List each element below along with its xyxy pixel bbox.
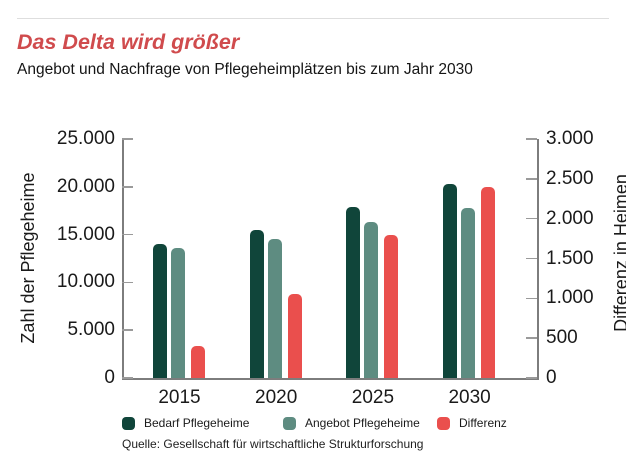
left-axis-tick bbox=[122, 281, 133, 284]
left-axis-tick bbox=[122, 233, 133, 236]
x-axis-line bbox=[122, 378, 539, 380]
right-axis-tick bbox=[526, 217, 537, 220]
right-axis-title: Differenz in Heimen bbox=[611, 174, 626, 332]
right-axis-tick bbox=[526, 257, 537, 260]
right-axis-tick-label: 500 bbox=[546, 327, 578, 349]
bar-differenz bbox=[481, 186, 496, 378]
bar-angebot-pflegeheime bbox=[267, 239, 282, 378]
right-axis-line bbox=[537, 139, 539, 378]
left-axis-tick-label: 0 bbox=[104, 367, 115, 388]
legend-swatch-icon bbox=[283, 416, 296, 430]
left-axis-tick-label: 25.000 bbox=[56, 128, 115, 149]
left-axis-tick bbox=[122, 377, 133, 379]
legend-item-bedarf: Bedarf Pflegeheime bbox=[122, 416, 249, 430]
chart-subtitle: Angebot und Nachfrage von Pflegeheimplät… bbox=[17, 61, 473, 78]
legend-label: Angebot Pflegeheime bbox=[305, 416, 420, 430]
right-axis-tick-label: 0 bbox=[546, 367, 557, 388]
left-axis-tick-label: 10.000 bbox=[56, 271, 115, 293]
x-axis-label: 2020 bbox=[255, 387, 298, 408]
top-divider bbox=[17, 18, 609, 19]
bar-angebot-pflegeheime bbox=[364, 222, 379, 378]
bar-differenz bbox=[287, 294, 302, 378]
source-note: Quelle: Gesellschaft für wirtschaftliche… bbox=[122, 437, 424, 451]
x-axis-label: 2025 bbox=[351, 387, 395, 408]
right-axis-tick-label: 1.000 bbox=[546, 287, 594, 309]
legend-label: Bedarf Pflegeheime bbox=[144, 416, 250, 430]
x-axis-label: 2030 bbox=[448, 387, 491, 408]
left-axis-tick bbox=[122, 329, 133, 331]
bar-angebot-pflegeheime bbox=[171, 247, 185, 378]
right-axis-tick bbox=[526, 377, 537, 379]
right-axis-tick-label: 2.000 bbox=[546, 207, 594, 229]
legend-item-angebot: Angebot Pflegeheime bbox=[283, 416, 420, 430]
bar-differenz bbox=[191, 346, 205, 378]
legend-label: Differenz bbox=[459, 416, 507, 430]
right-axis-tick-label: 3.000 bbox=[546, 128, 594, 149]
left-axis-tick-label: 20.000 bbox=[56, 175, 115, 197]
bar-bedarf-pflegeheime bbox=[153, 244, 167, 378]
left-axis-tick bbox=[122, 138, 133, 140]
legend-swatch-icon bbox=[122, 416, 135, 430]
right-axis-tick bbox=[526, 178, 537, 180]
left-axis-line bbox=[122, 139, 124, 378]
bar-angebot-pflegeheime bbox=[461, 207, 476, 378]
right-axis-tick bbox=[526, 138, 537, 140]
right-axis-tick bbox=[526, 297, 537, 300]
right-axis-tick-label: 1.500 bbox=[546, 247, 594, 269]
left-axis-tick-label: 15.000 bbox=[56, 223, 115, 245]
bar-bedarf-pflegeheime bbox=[249, 229, 264, 378]
bar-bedarf-pflegeheime bbox=[346, 206, 361, 378]
legend-swatch-icon bbox=[437, 416, 450, 430]
chart-title: Das Delta wird größer bbox=[17, 30, 240, 54]
bar-bedarf-pflegeheime bbox=[443, 184, 458, 378]
left-axis-title: Zahl der Pflegeheime bbox=[18, 172, 38, 344]
x-axis-label: 2015 bbox=[158, 387, 201, 408]
left-axis-tick-label: 5.000 bbox=[67, 319, 115, 341]
bar-differenz bbox=[384, 234, 399, 378]
left-axis-tick bbox=[122, 186, 133, 188]
right-axis-tick-label: 2.500 bbox=[546, 167, 594, 189]
right-axis-tick bbox=[526, 337, 537, 339]
legend-item-differenz: Differenz bbox=[437, 416, 507, 430]
